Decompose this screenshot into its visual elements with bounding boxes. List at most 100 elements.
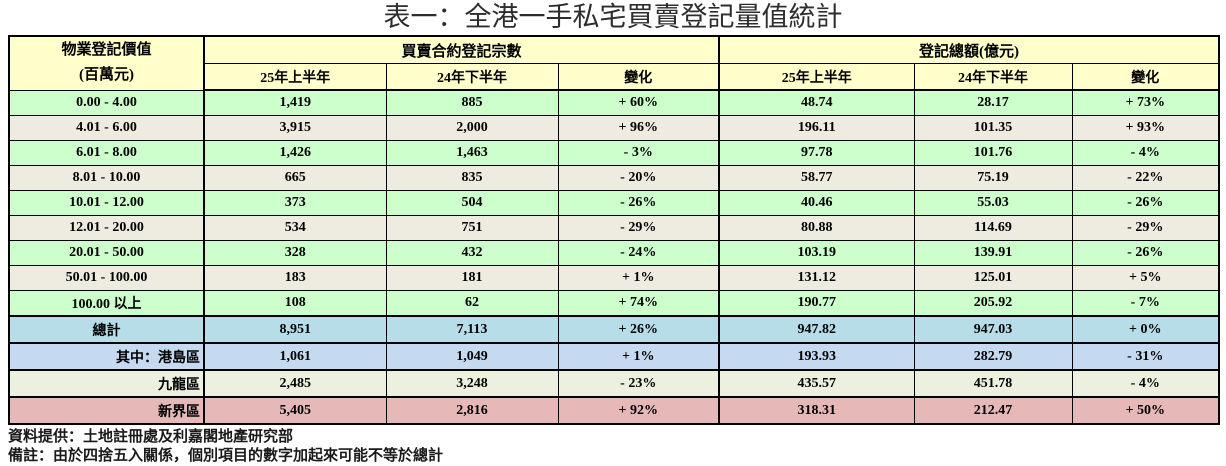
price-range-label: 20.01 - 50.00 xyxy=(8,240,205,266)
deals-24h2-cell: 504 xyxy=(385,190,559,216)
table-row: 20.01 - 50.00 328 432 - 24% 103.19 139.9… xyxy=(8,240,1220,266)
deals-25h1-cell: 2,485 xyxy=(203,369,387,398)
price-range-label: 50.01 - 100.00 xyxy=(8,265,205,291)
value-24h2-cell: 947.03 xyxy=(913,315,1073,344)
value-h1-25-header: 25年上半年 xyxy=(718,63,915,91)
value-24h2-cell: 205.92 xyxy=(913,290,1073,317)
value-change-cell: - 31% xyxy=(1071,342,1220,371)
value-change-cell: + 73% xyxy=(1071,89,1220,116)
deals-24h2-cell: 432 xyxy=(385,240,559,266)
deals-25h1-cell: 8,951 xyxy=(203,315,387,344)
deals-change-cell: + 96% xyxy=(557,115,720,141)
value-24h2-cell: 212.47 xyxy=(913,396,1073,425)
deals-24h2-cell: 181 xyxy=(385,265,559,291)
value-25h1-cell: 40.46 xyxy=(718,190,915,216)
price-range-label: 12.01 - 20.00 xyxy=(8,215,205,241)
footer-note: 備註：由於四捨五入關係，個別項目的數字加起來可能不等於總計 xyxy=(8,448,444,464)
value-change-cell: - 26% xyxy=(1071,240,1220,266)
deals-24h2-cell: 62 xyxy=(385,290,559,317)
value-change-cell: + 0% xyxy=(1071,315,1220,344)
deals-25h1-cell: 108 xyxy=(203,290,387,317)
deals-24h2-cell: 1,463 xyxy=(385,140,559,166)
group-header-row: 物業登記價值 (百萬元) 買賣合約登記宗數 登記總額(億元) xyxy=(8,35,1220,91)
deals-25h1-cell: 3,915 xyxy=(203,115,387,141)
deals-24h2-cell: 751 xyxy=(385,215,559,241)
value-25h1-cell: 318.31 xyxy=(718,396,915,425)
value-24h2-cell: 139.91 xyxy=(913,240,1073,266)
deals-24h2-cell: 2,000 xyxy=(385,115,559,141)
deals-change-cell: + 1% xyxy=(557,342,720,371)
price-range-label: 6.01 - 8.00 xyxy=(8,140,205,166)
stats-table: 物業登記價值 (百萬元) 買賣合約登記宗數 登記總額(億元) 25年上半年 24… xyxy=(8,35,1220,425)
deals-change-cell: - 3% xyxy=(557,140,720,166)
deals-24h2-cell: 835 xyxy=(385,165,559,191)
hk-island-label: 其中：港島區 xyxy=(8,342,205,371)
value-24h2-cell: 28.17 xyxy=(913,89,1073,116)
deals-h2-24-header: 24年下半年 xyxy=(385,63,559,91)
deals-25h1-cell: 665 xyxy=(203,165,387,191)
deals-change-cell: - 26% xyxy=(557,190,720,216)
deals-change-cell: - 24% xyxy=(557,240,720,266)
value-24h2-cell: 451.78 xyxy=(913,369,1073,398)
table-row: 6.01 - 8.00 1,426 1,463 - 3% 97.78 101.7… xyxy=(8,140,1220,166)
value-h2-24-header: 24年下半年 xyxy=(913,63,1073,91)
price-range-label: 4.01 - 6.00 xyxy=(8,115,205,141)
deals-change-cell: + 92% xyxy=(557,396,720,425)
price-range-label: 100.00 以上 xyxy=(8,290,205,317)
new-territories-row: 新界區 5,405 2,816 + 92% 318.31 212.47 + 50… xyxy=(8,396,1220,425)
value-change-cell: - 26% xyxy=(1071,190,1220,216)
deals-24h2-cell: 3,248 xyxy=(385,369,559,398)
table-row: 100.00 以上 108 62 + 74% 190.77 205.92 - 7… xyxy=(8,290,1220,317)
value-change-cell: - 22% xyxy=(1071,165,1220,191)
deals-25h1-cell: 1,426 xyxy=(203,140,387,166)
table-row: 50.01 - 100.00 183 181 + 1% 131.12 125.0… xyxy=(8,265,1220,291)
hk-island-row: 其中：港島區 1,061 1,049 + 1% 193.93 282.79 - … xyxy=(8,342,1220,371)
table-row: 8.01 - 10.00 665 835 - 20% 58.77 75.19 -… xyxy=(8,165,1220,191)
value-change-cell: + 5% xyxy=(1071,265,1220,291)
price-range-label: 8.01 - 10.00 xyxy=(8,165,205,191)
deals-25h1-cell: 373 xyxy=(203,190,387,216)
value-25h1-cell: 193.93 xyxy=(718,342,915,371)
table-row: 4.01 - 6.00 3,915 2,000 + 96% 196.11 101… xyxy=(8,115,1220,141)
value-24h2-cell: 125.01 xyxy=(913,265,1073,291)
value-25h1-cell: 196.11 xyxy=(718,115,915,141)
table-row: 10.01 - 12.00 373 504 - 26% 40.46 55.03 … xyxy=(8,190,1220,216)
deals-change-header: 變化 xyxy=(557,63,720,91)
value-change-cell: - 29% xyxy=(1071,215,1220,241)
value-25h1-cell: 131.12 xyxy=(718,265,915,291)
table-row: 0.00 - 4.00 1,419 885 + 60% 48.74 28.17 … xyxy=(8,89,1220,116)
value-change-cell: + 93% xyxy=(1071,115,1220,141)
value-25h1-cell: 48.74 xyxy=(718,89,915,116)
value-change-cell: - 7% xyxy=(1071,290,1220,317)
price-range-header-line2: (百萬元) xyxy=(79,67,134,84)
deals-change-cell: + 26% xyxy=(557,315,720,344)
footer-source: 資料提供：土地註冊處及利嘉閣地產研究部 xyxy=(8,429,294,445)
kowloon-row: 九龍區 2,485 3,248 - 23% 435.57 451.78 - 4% xyxy=(8,369,1220,398)
value-25h1-cell: 103.19 xyxy=(718,240,915,266)
sub-header-row: 25年上半年 24年下半年 變化 25年上半年 24年下半年 變化 xyxy=(9,63,1220,91)
kowloon-label: 九龍區 xyxy=(8,369,205,398)
deals-change-cell: + 74% xyxy=(557,290,720,317)
deals-25h1-cell: 328 xyxy=(203,240,387,266)
value-25h1-cell: 58.77 xyxy=(718,165,915,191)
total-label: 總計 xyxy=(8,315,205,344)
deals-group-header: 買賣合約登記宗數 xyxy=(203,35,720,64)
table-row: 12.01 - 20.00 534 751 - 29% 80.88 114.69… xyxy=(8,215,1220,241)
value-25h1-cell: 190.77 xyxy=(718,290,915,317)
value-24h2-cell: 114.69 xyxy=(913,215,1073,241)
deals-25h1-cell: 5,405 xyxy=(203,396,387,425)
page-title: 表一：全港一手私宅買賣登記量值統計 xyxy=(383,2,843,32)
value-change-cell: - 4% xyxy=(1071,140,1220,166)
total-row: 總計 8,951 7,113 + 26% 947.82 947.03 + 0% xyxy=(8,315,1220,344)
value-change-cell: + 50% xyxy=(1071,396,1220,425)
deals-change-cell: - 20% xyxy=(557,165,720,191)
value-24h2-cell: 101.35 xyxy=(913,115,1073,141)
deals-25h1-cell: 1,419 xyxy=(203,89,387,116)
value-24h2-cell: 75.19 xyxy=(913,165,1073,191)
deals-24h2-cell: 7,113 xyxy=(385,315,559,344)
value-25h1-cell: 435.57 xyxy=(718,369,915,398)
deals-change-cell: - 23% xyxy=(557,369,720,398)
price-range-label: 0.00 - 4.00 xyxy=(8,89,205,116)
new-territories-label: 新界區 xyxy=(8,396,205,425)
deals-25h1-cell: 534 xyxy=(203,215,387,241)
